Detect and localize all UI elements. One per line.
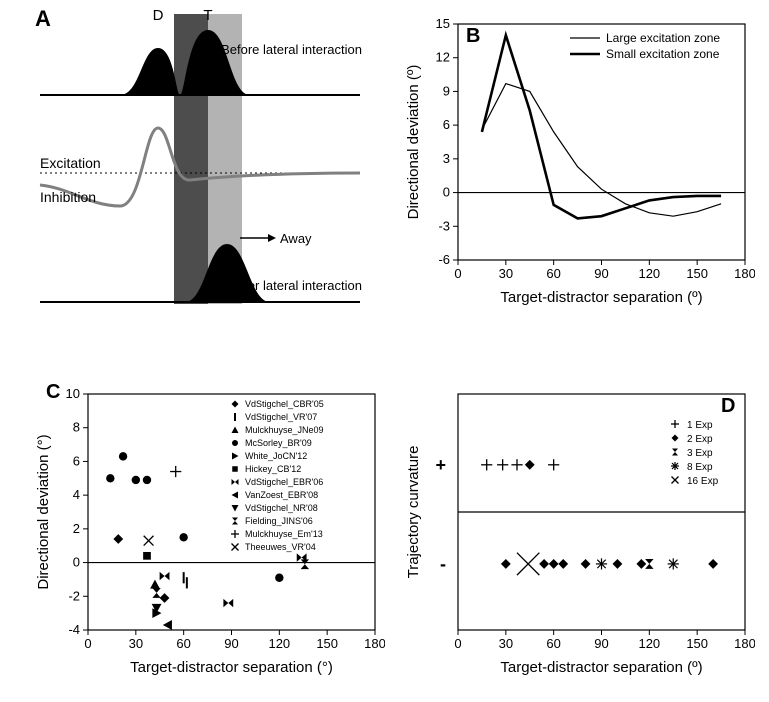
figure-root: A D T Before lateral interaction Excitat… (0, 0, 769, 702)
svg-text:12: 12 (436, 50, 450, 65)
svg-text:2: 2 (73, 521, 80, 536)
svg-text:180: 180 (734, 636, 755, 651)
svg-text:8 Exp: 8 Exp (687, 462, 713, 473)
svg-text:-2: -2 (68, 588, 80, 603)
svg-text:Trajectory curvature: Trajectory curvature (405, 446, 422, 579)
svg-text:8: 8 (73, 420, 80, 435)
svg-text:VdStigchel_NR'08: VdStigchel_NR'08 (245, 503, 318, 513)
svg-text:10: 10 (66, 386, 80, 401)
panel-a: D T Before lateral interaction Excitatio… (30, 10, 370, 320)
svg-text:16 Exp: 16 Exp (687, 476, 719, 487)
svg-text:-3: -3 (438, 218, 450, 233)
panel-a-before: Before lateral interaction (40, 30, 362, 95)
svg-text:2 Exp: 2 Exp (687, 434, 713, 445)
svg-text:-4: -4 (68, 622, 80, 637)
svg-text:VdStigchel_CBR'05: VdStigchel_CBR'05 (245, 399, 324, 409)
svg-text:-6: -6 (438, 252, 450, 267)
svg-text:0: 0 (454, 636, 461, 651)
svg-text:D: D (721, 395, 735, 417)
svg-text:Small excitation zone: Small excitation zone (606, 47, 720, 61)
panel-c: 0 30 60 90 120 150 180 -4 -2 0 2 4 6 8 10 Target-distra… (30, 380, 385, 680)
svg-text:Directional deviation (º): Directional deviation (º) (405, 65, 422, 220)
svg-text:180: 180 (364, 636, 385, 651)
svg-text:150: 150 (316, 636, 338, 651)
panel-a-after-label: After lateral interaction (232, 278, 362, 293)
svg-text:60: 60 (546, 266, 560, 281)
svg-text:30: 30 (499, 266, 513, 281)
svg-text:VanZoest_EBR'08: VanZoest_EBR'08 (245, 490, 318, 500)
svg-text:15: 15 (436, 16, 450, 31)
svg-text:Target-distractor separation (: Target-distractor separation (°) (130, 659, 333, 676)
svg-text:Theeuwes_VR'04: Theeuwes_VR'04 (245, 542, 316, 552)
panel-b: 0 30 60 90 120 150 180 -6 -3 0 3 6 9 12 15 Target-distr… (400, 10, 755, 310)
panel-a-away-label: Away (280, 231, 312, 246)
svg-text:9: 9 (443, 83, 450, 98)
svg-text:1 Exp: 1 Exp (687, 420, 713, 431)
svg-text:6: 6 (443, 117, 450, 132)
svg-text:180: 180 (734, 266, 755, 281)
svg-text:0: 0 (443, 185, 450, 200)
svg-text:VdStigchel_EBR'06: VdStigchel_EBR'06 (245, 477, 323, 487)
svg-text:3: 3 (443, 151, 450, 166)
svg-text:30: 30 (499, 636, 513, 651)
svg-text:6: 6 (73, 453, 80, 468)
svg-text:30: 30 (129, 636, 143, 651)
panel-a-t-label: T (203, 10, 212, 24)
svg-text:Large excitation zone: Large excitation zone (606, 31, 720, 45)
svg-text:3 Exp: 3 Exp (687, 448, 713, 459)
svg-text:90: 90 (594, 266, 608, 281)
panel-a-excitation-label: Excitation (40, 155, 101, 171)
svg-text:120: 120 (638, 266, 660, 281)
svg-text:-: - (440, 554, 446, 574)
svg-text:Fielding_JINS'06: Fielding_JINS'06 (245, 516, 313, 526)
svg-text:Hickey_CB'12: Hickey_CB'12 (245, 464, 301, 474)
svg-text:C: C (46, 381, 60, 403)
svg-text:Directional deviation (°): Directional deviation (°) (35, 434, 52, 589)
svg-text:B: B (466, 25, 480, 47)
svg-text:Target-distractor separation (: Target-distractor separation (º) (500, 289, 702, 306)
panel-a-d-label: D (153, 10, 164, 24)
svg-text:McSorley_BR'09: McSorley_BR'09 (245, 438, 312, 448)
svg-text:+: + (435, 455, 446, 475)
svg-text:Mulckhuyse_JNe09: Mulckhuyse_JNe09 (245, 425, 324, 435)
svg-text:120: 120 (268, 636, 290, 651)
svg-text:Mulckhuyse_Em'13: Mulckhuyse_Em'13 (245, 529, 323, 539)
panel-d: 0 30 60 90 120 150 180 + - Target-distractor sepa… (400, 380, 755, 680)
svg-text:0: 0 (73, 555, 80, 570)
svg-text:120: 120 (638, 636, 660, 651)
svg-text:Target-distractor separation (: Target-distractor separation (º) (500, 659, 702, 676)
svg-text:150: 150 (686, 266, 708, 281)
svg-text:White_JoCN'12: White_JoCN'12 (245, 451, 307, 461)
svg-text:90: 90 (594, 636, 608, 651)
svg-text:90: 90 (224, 636, 238, 651)
panel-a-inhibition-label: Inhibition (40, 189, 96, 205)
svg-text:60: 60 (176, 636, 190, 651)
svg-text:150: 150 (686, 636, 708, 651)
svg-text:0: 0 (84, 636, 91, 651)
svg-text:0: 0 (454, 266, 461, 281)
svg-text:4: 4 (73, 487, 80, 502)
svg-text:VdStigchel_VR'07: VdStigchel_VR'07 (245, 412, 317, 422)
panel-a-before-label: Before lateral interaction (221, 42, 362, 57)
svg-text:60: 60 (546, 636, 560, 651)
